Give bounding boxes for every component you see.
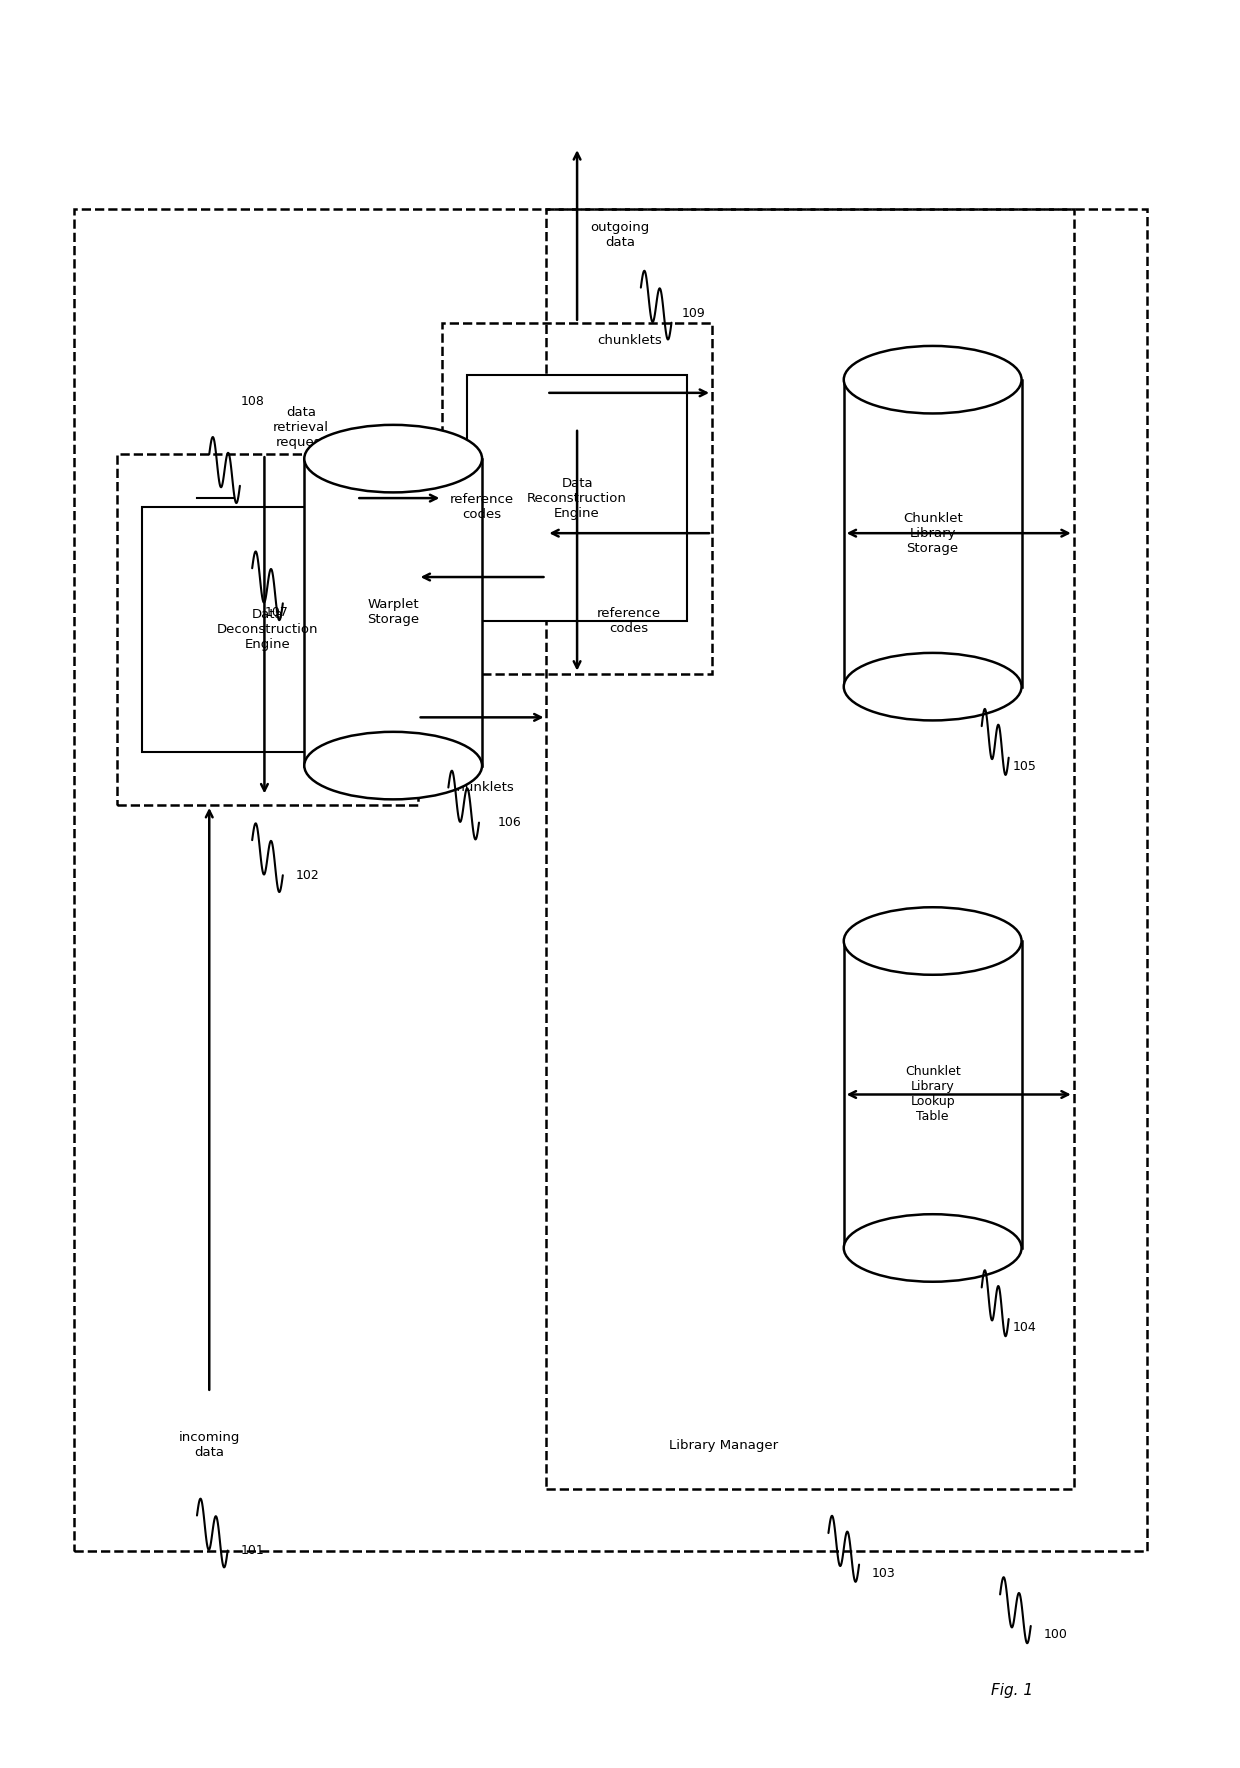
Bar bbox=[141, 507, 393, 753]
Text: 107: 107 bbox=[265, 606, 289, 619]
Text: chunklets: chunklets bbox=[596, 334, 662, 347]
Text: Warplet
Storage: Warplet Storage bbox=[367, 598, 419, 626]
Ellipse shape bbox=[843, 347, 1022, 414]
Text: outgoing
data: outgoing data bbox=[590, 221, 650, 249]
Text: 106: 106 bbox=[497, 817, 522, 829]
Text: Data
Reconstruction
Engine: Data Reconstruction Engine bbox=[527, 477, 627, 520]
Text: Chunklet
Library
Lookup
Table: Chunklet Library Lookup Table bbox=[905, 1066, 961, 1123]
Text: Fig. 1: Fig. 1 bbox=[991, 1683, 1033, 1699]
Text: 102: 102 bbox=[295, 868, 319, 882]
Text: Library Manager: Library Manager bbox=[670, 1439, 779, 1452]
Bar bbox=[74, 209, 1147, 1551]
Bar bbox=[304, 458, 482, 766]
Text: 108: 108 bbox=[241, 394, 264, 408]
Bar bbox=[547, 209, 1074, 1489]
Text: reference
codes: reference codes bbox=[598, 606, 661, 635]
Text: reference
codes: reference codes bbox=[450, 493, 515, 522]
Text: 101: 101 bbox=[241, 1543, 264, 1558]
Text: 104: 104 bbox=[1013, 1321, 1037, 1335]
Text: incoming
data: incoming data bbox=[179, 1432, 241, 1459]
Text: 100: 100 bbox=[1043, 1628, 1068, 1641]
Text: Data
Deconstruction
Engine: Data Deconstruction Engine bbox=[217, 608, 319, 651]
Bar bbox=[843, 380, 1022, 686]
Bar bbox=[118, 454, 418, 804]
Bar bbox=[843, 941, 1022, 1248]
Text: chunklets: chunklets bbox=[450, 781, 515, 794]
Text: data
retrieval
request: data retrieval request bbox=[273, 407, 329, 449]
Ellipse shape bbox=[843, 1215, 1022, 1282]
Text: 109: 109 bbox=[682, 308, 706, 320]
Ellipse shape bbox=[304, 424, 482, 493]
Text: Chunklet
Library
Storage: Chunklet Library Storage bbox=[903, 511, 962, 555]
Bar bbox=[466, 375, 687, 621]
Text: 103: 103 bbox=[872, 1566, 895, 1581]
Bar bbox=[443, 324, 712, 674]
Ellipse shape bbox=[843, 652, 1022, 720]
Text: 105: 105 bbox=[1013, 760, 1037, 773]
Ellipse shape bbox=[304, 732, 482, 799]
Ellipse shape bbox=[843, 907, 1022, 974]
